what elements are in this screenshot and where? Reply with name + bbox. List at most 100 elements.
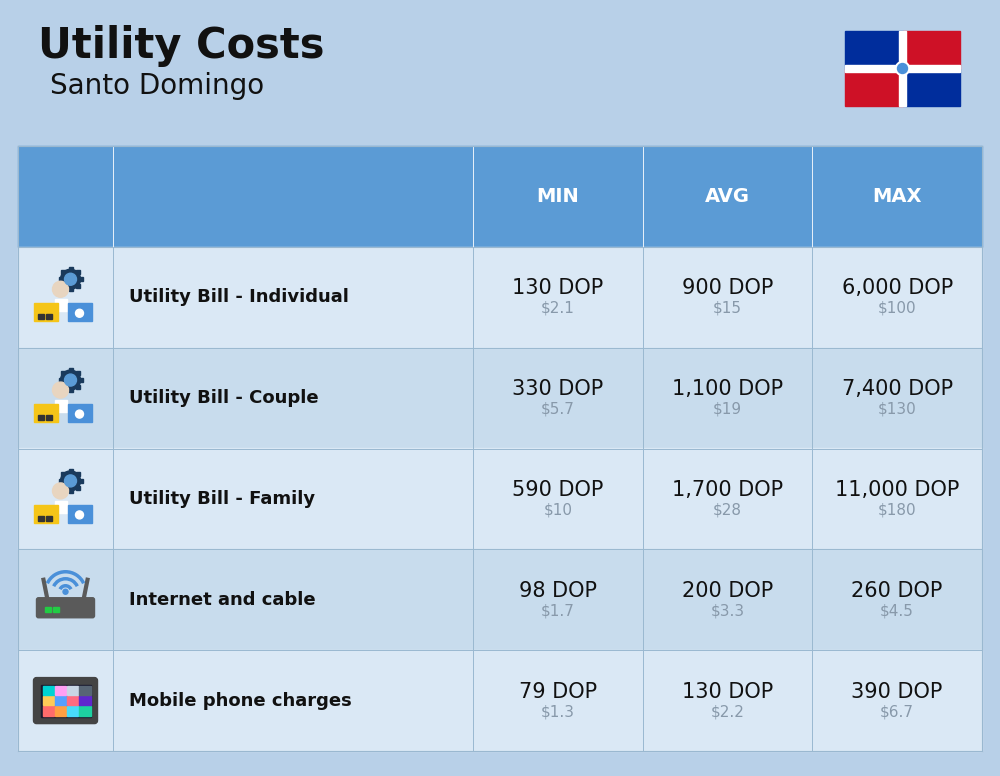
- FancyArrow shape: [54, 400, 66, 412]
- Text: $5.7: $5.7: [541, 402, 575, 417]
- Circle shape: [64, 273, 76, 286]
- Circle shape: [896, 61, 910, 75]
- Text: $2.2: $2.2: [711, 704, 744, 719]
- Text: 98 DOP: 98 DOP: [519, 580, 597, 601]
- Text: MAX: MAX: [872, 187, 922, 206]
- Bar: [902, 68, 960, 106]
- Bar: [78, 277, 82, 281]
- Text: Utility Costs: Utility Costs: [38, 25, 324, 67]
- Text: MIN: MIN: [536, 187, 579, 206]
- Bar: [40, 684, 90, 716]
- Bar: [18, 449, 982, 549]
- Bar: [902, 31, 960, 68]
- Text: Utility Bill - Couple: Utility Bill - Couple: [129, 389, 319, 407]
- Bar: [76, 371, 80, 375]
- Circle shape: [64, 475, 76, 487]
- Bar: [76, 472, 80, 476]
- Circle shape: [76, 410, 84, 418]
- Text: Internet and cable: Internet and cable: [129, 591, 316, 608]
- Text: $6.7: $6.7: [880, 704, 914, 719]
- Bar: [61, 270, 65, 274]
- Bar: [58, 378, 62, 382]
- Text: $28: $28: [713, 502, 742, 518]
- Circle shape: [60, 269, 80, 289]
- Bar: [55, 706, 66, 715]
- Bar: [52, 607, 58, 611]
- Bar: [55, 696, 66, 705]
- Bar: [42, 706, 54, 715]
- Bar: [68, 469, 72, 473]
- Bar: [67, 706, 78, 715]
- Circle shape: [60, 471, 80, 491]
- Text: $10: $10: [543, 502, 572, 518]
- Text: Mobile phone charges: Mobile phone charges: [129, 691, 352, 709]
- Bar: [68, 388, 72, 392]
- FancyArrow shape: [54, 300, 66, 311]
- Text: 7,400 DOP: 7,400 DOP: [842, 379, 953, 399]
- Bar: [76, 486, 80, 490]
- Bar: [845, 68, 902, 106]
- Text: 1,100 DOP: 1,100 DOP: [672, 379, 783, 399]
- Text: $4.5: $4.5: [880, 603, 914, 618]
- Bar: [79, 706, 90, 715]
- Bar: [42, 696, 54, 705]
- Circle shape: [60, 370, 80, 390]
- Bar: [68, 287, 72, 291]
- FancyBboxPatch shape: [34, 677, 98, 723]
- Circle shape: [52, 483, 68, 499]
- Bar: [18, 650, 982, 751]
- Bar: [34, 303, 58, 321]
- Circle shape: [76, 511, 84, 519]
- Circle shape: [63, 589, 68, 594]
- Text: 6,000 DOP: 6,000 DOP: [842, 279, 953, 298]
- Bar: [34, 404, 58, 422]
- Text: 11,000 DOP: 11,000 DOP: [835, 480, 959, 500]
- Bar: [18, 549, 982, 650]
- Bar: [68, 368, 72, 372]
- Bar: [61, 385, 65, 389]
- Text: 390 DOP: 390 DOP: [851, 681, 943, 702]
- Bar: [79, 685, 90, 695]
- Bar: [61, 472, 65, 476]
- Text: $15: $15: [713, 301, 742, 316]
- Text: 79 DOP: 79 DOP: [519, 681, 597, 702]
- Text: $180: $180: [878, 502, 916, 518]
- Text: $3.3: $3.3: [710, 603, 745, 618]
- Bar: [61, 486, 65, 490]
- Bar: [46, 516, 52, 521]
- Bar: [34, 505, 58, 523]
- Bar: [68, 267, 72, 272]
- Text: AVG: AVG: [705, 187, 750, 206]
- Text: $100: $100: [878, 301, 916, 316]
- Circle shape: [64, 374, 76, 386]
- Bar: [68, 303, 92, 321]
- Text: $130: $130: [878, 402, 917, 417]
- Bar: [67, 696, 78, 705]
- Text: $1.7: $1.7: [541, 603, 575, 618]
- Bar: [61, 284, 65, 289]
- Bar: [38, 314, 44, 319]
- Bar: [38, 415, 44, 420]
- FancyBboxPatch shape: [36, 598, 94, 618]
- Bar: [76, 385, 80, 389]
- Text: 200 DOP: 200 DOP: [682, 580, 773, 601]
- Text: 1,700 DOP: 1,700 DOP: [672, 480, 783, 500]
- Circle shape: [76, 310, 84, 317]
- Text: Utility Bill - Individual: Utility Bill - Individual: [129, 288, 349, 307]
- Bar: [845, 31, 902, 68]
- Text: 330 DOP: 330 DOP: [512, 379, 603, 399]
- Bar: [78, 378, 82, 382]
- Circle shape: [52, 382, 68, 398]
- Text: 130 DOP: 130 DOP: [682, 681, 773, 702]
- Bar: [79, 696, 90, 705]
- Bar: [899, 31, 906, 106]
- Bar: [44, 607, 50, 611]
- Text: 590 DOP: 590 DOP: [512, 480, 604, 500]
- Bar: [58, 479, 62, 483]
- Bar: [55, 685, 66, 695]
- Bar: [58, 277, 62, 281]
- Bar: [68, 505, 92, 523]
- Text: 900 DOP: 900 DOP: [682, 279, 773, 298]
- Circle shape: [52, 281, 68, 297]
- Text: 130 DOP: 130 DOP: [512, 279, 603, 298]
